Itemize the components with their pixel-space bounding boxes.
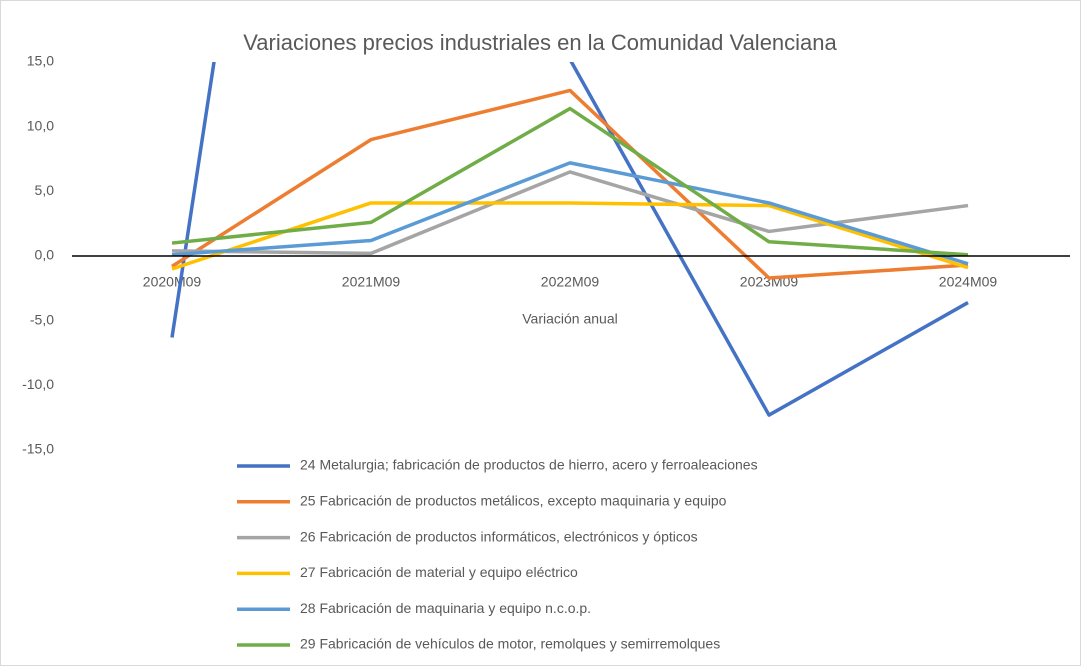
x-axis-title: Variación anual xyxy=(522,311,617,327)
series-line xyxy=(171,106,969,257)
y-tick-label: -10,0 xyxy=(22,376,54,392)
y-tick-label: -5,0 xyxy=(30,311,54,327)
series-line xyxy=(171,201,969,271)
y-tick-label: -15,0 xyxy=(22,441,54,457)
legend-label: 29 Fabricación de vehículos de motor, re… xyxy=(300,636,720,652)
series-line xyxy=(171,161,969,266)
series-line xyxy=(171,88,969,280)
x-tick-label: 2022M09 xyxy=(541,274,600,290)
x-tick-label: 2020M09 xyxy=(143,274,202,290)
legend-label: 27 Fabricación de material y equipo eléc… xyxy=(300,564,578,580)
y-tick-label: 5,0 xyxy=(35,182,55,198)
legend-label: 28 Fabricación de maquinaria y equipo n.… xyxy=(300,600,591,616)
y-tick-label: 15,0 xyxy=(27,53,54,69)
legend-label: 24 Metalurgia; fabricación de productos … xyxy=(300,457,758,473)
chart-title: Variaciones precios industriales en la C… xyxy=(243,30,837,55)
legend-label: 25 Fabricación de productos metálicos, e… xyxy=(300,493,727,509)
x-tick-label: 2021M09 xyxy=(342,274,401,290)
series-line xyxy=(170,62,969,417)
y-tick-label: 0,0 xyxy=(35,247,55,263)
legend-label: 26 Fabricación de productos informáticos… xyxy=(300,528,698,544)
x-tick-label: 2024M09 xyxy=(939,274,998,290)
y-tick-label: 10,0 xyxy=(27,117,54,133)
plot-area xyxy=(170,62,969,417)
